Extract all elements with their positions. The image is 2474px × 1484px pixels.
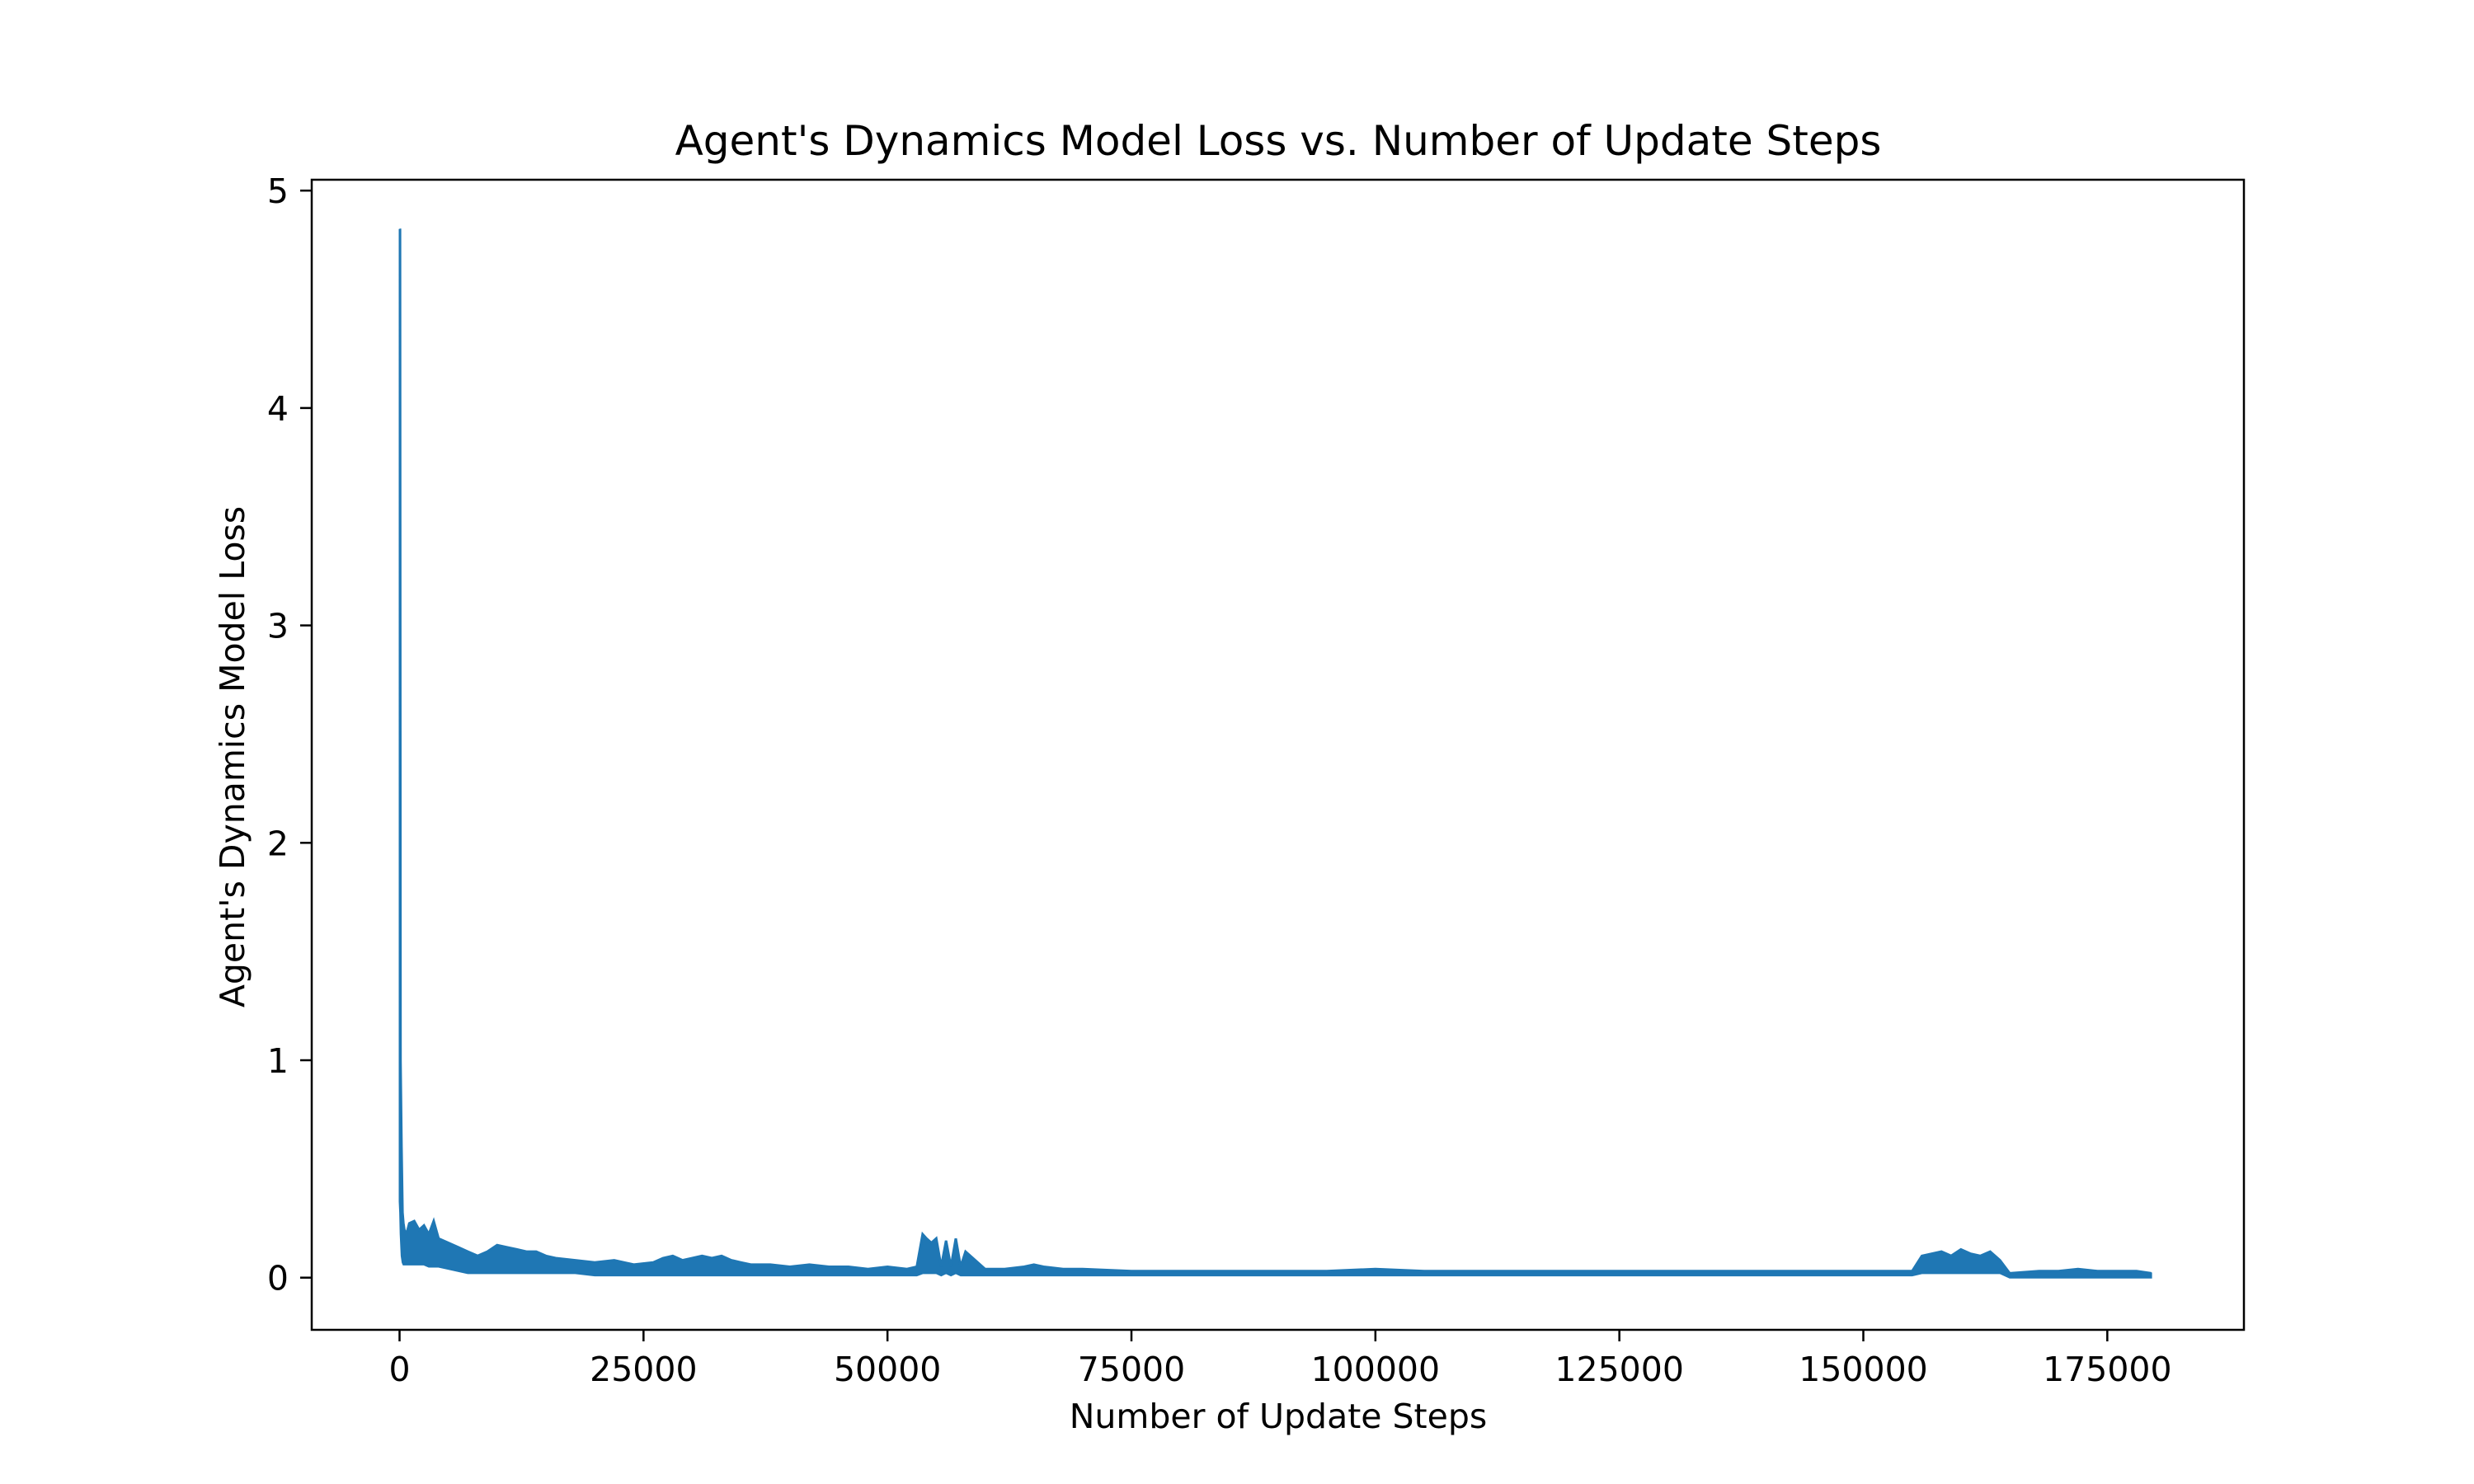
y-axis-ticks: 0 1 2 3 4 5 [267,171,312,1298]
y-tick-label: 4 [267,389,289,429]
x-tick-label: 0 [388,1350,410,1389]
x-axis-label: Number of Update Steps [1070,1397,1488,1436]
y-tick-label: 0 [267,1259,289,1298]
x-tick-label: 75000 [1078,1350,1185,1389]
y-axis-label: Agent's Dynamics Model Loss [213,506,252,1007]
series-0-line [398,228,2152,1275]
y-tick-label: 5 [267,171,289,211]
chart-title: Agent's Dynamics Model Loss vs. Number o… [675,117,1882,165]
x-tick-label: 100000 [1311,1350,1441,1389]
plot-area [398,228,2152,1279]
x-tick-label: 175000 [2043,1350,2172,1389]
y-tick-label: 3 [267,607,289,646]
y-tick-label: 1 [267,1041,289,1081]
x-tick-label: 25000 [590,1350,697,1389]
x-tick-label: 125000 [1554,1350,1684,1389]
x-axis-ticks: 0 25000 50000 75000 100000 125000 150000 175000 [388,1330,2172,1389]
y-tick-label: 2 [267,824,289,863]
x-tick-label: 150000 [1799,1350,1928,1389]
axes-frame [310,178,2246,1331]
x-tick-label: 50000 [834,1350,941,1389]
